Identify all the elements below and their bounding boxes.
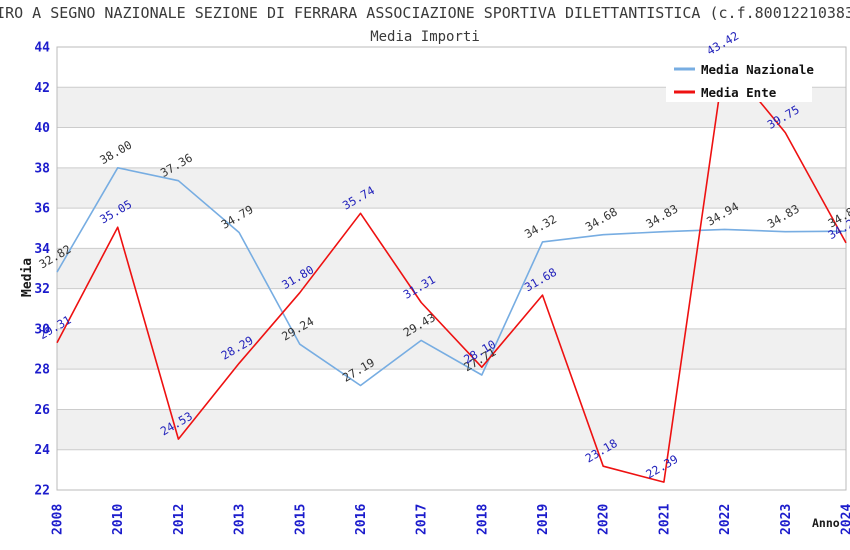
x-tick-label: 2020 xyxy=(597,504,612,535)
y-tick-label: 40 xyxy=(34,121,50,136)
x-tick-label: 2024 xyxy=(840,504,850,535)
data-label: 34.68 xyxy=(583,204,620,233)
x-tick-label: 2008 xyxy=(51,504,66,535)
y-axis-title: Media xyxy=(20,258,35,297)
y-tick-label: 42 xyxy=(34,81,50,96)
x-tick-label: 2021 xyxy=(657,504,672,535)
y-tick-label: 26 xyxy=(34,403,50,418)
legend-box xyxy=(666,57,812,102)
x-tick-label: 2012 xyxy=(172,504,187,535)
legend-label: Media Ente xyxy=(701,85,777,100)
series-line-media-ente xyxy=(56,57,847,483)
chart-subtitle-row: Media Importi xyxy=(0,26,850,45)
legend-label: Media Nazionale xyxy=(701,62,814,77)
chart-title-row: TIRO A SEGNO NAZIONALE SEZIONE DI FERRAR… xyxy=(0,4,850,22)
plot-band xyxy=(57,409,846,450)
chart-title: TIRO A SEGNO NAZIONALE SEZIONE DI FERRAR… xyxy=(0,4,850,22)
data-label: 38.00 xyxy=(97,138,134,167)
y-tick-label: 24 xyxy=(34,443,50,458)
x-tick-label: 2015 xyxy=(293,504,308,535)
plot-band xyxy=(57,167,846,209)
x-tick-label: 2018 xyxy=(475,504,490,535)
y-tick-label: 36 xyxy=(34,202,50,217)
x-tick-label: 2013 xyxy=(233,504,248,535)
y-tick-label: 30 xyxy=(34,322,50,337)
x-tick-label: 2016 xyxy=(354,504,369,535)
x-tick-label: 2019 xyxy=(536,504,551,535)
x-tick-label: 2022 xyxy=(718,504,733,535)
x-tick-label: 2023 xyxy=(779,504,794,535)
data-label: 34.32 xyxy=(522,212,559,241)
series-line-media-nazionale xyxy=(56,167,847,387)
chart-subtitle: Media Importi xyxy=(370,29,480,45)
y-tick-label: 34 xyxy=(34,242,50,257)
y-tick-label: 44 xyxy=(34,41,50,56)
data-label: 43.42 xyxy=(704,29,741,58)
y-tick-label: 38 xyxy=(34,161,50,176)
x-tick-label: 2017 xyxy=(415,504,430,535)
y-tick-label: 22 xyxy=(34,484,50,499)
plot-border xyxy=(56,46,847,491)
y-tick-label: 28 xyxy=(34,363,50,378)
x-tick-label: 2010 xyxy=(111,504,126,535)
plot-band xyxy=(57,248,846,289)
y-tick-label: 32 xyxy=(34,282,50,297)
x-axis-title: Anno xyxy=(812,516,840,530)
data-label: 22.39 xyxy=(643,452,680,481)
